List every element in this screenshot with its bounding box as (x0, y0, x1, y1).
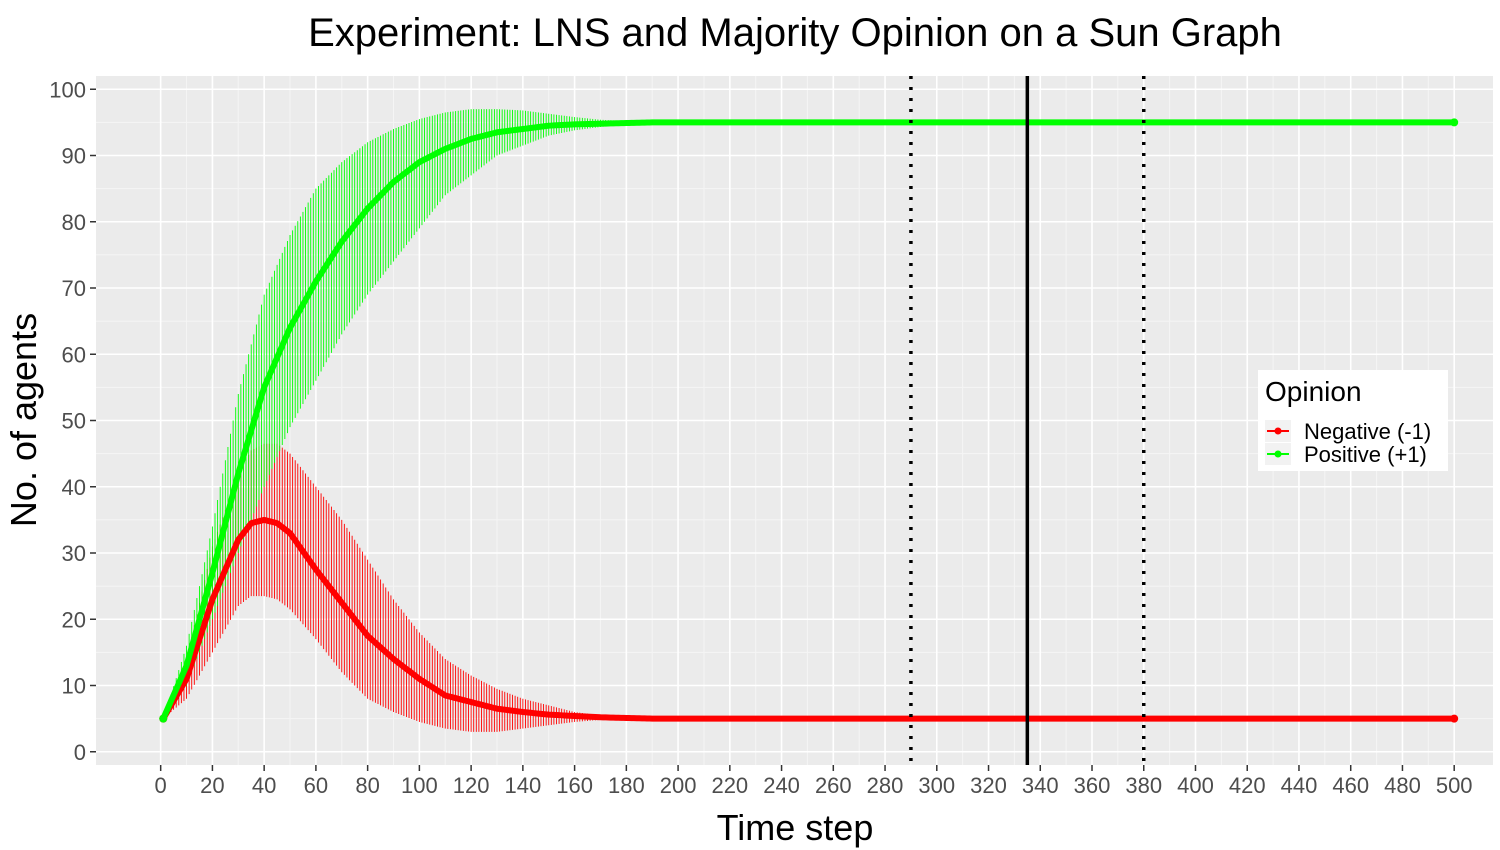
x-tick-label: 240 (763, 773, 800, 798)
x-axis: 0 20 40 60 80 100 120 140 160 180 200 220 240 260 280 3… (155, 765, 1473, 798)
x-tick-label: 200 (660, 773, 697, 798)
x-tick-label: 320 (970, 773, 1007, 798)
x-tick-label: 380 (1125, 773, 1162, 798)
y-tick-label: 80 (62, 210, 86, 235)
y-axis-title: No. of agents (3, 313, 44, 527)
x-tick-label: 40 (252, 773, 276, 798)
legend-key-point (1274, 427, 1282, 435)
x-tick-label: 340 (1022, 773, 1059, 798)
legend-entries: Negative (-1)Positive (+1) (1265, 419, 1431, 467)
x-axis-title: Time step (717, 807, 874, 848)
legend-label: Negative (-1) (1304, 419, 1431, 444)
y-tick-label: 70 (62, 276, 86, 301)
x-tick-label: 360 (1074, 773, 1111, 798)
x-tick-label: 80 (355, 773, 379, 798)
legend: Opinion Negative (-1)Positive (+1) (1258, 370, 1448, 471)
series-point (159, 714, 168, 723)
x-tick-label: 140 (505, 773, 542, 798)
x-tick-label: 0 (155, 773, 167, 798)
y-tick-label: 60 (62, 342, 86, 367)
y-axis: 0 10 20 30 40 50 60 70 80 90 100 (49, 77, 96, 765)
x-tick-label: 120 (453, 773, 490, 798)
y-tick-label: 100 (49, 77, 86, 102)
series-line (160, 119, 1458, 722)
reference-lines (909, 76, 1146, 765)
x-tick-label: 100 (401, 773, 438, 798)
x-tick-label: 260 (815, 773, 852, 798)
x-tick-label: 220 (711, 773, 748, 798)
y-tick-label: 40 (62, 475, 86, 500)
legend-key-point (1274, 450, 1282, 458)
x-tick-label: 20 (200, 773, 224, 798)
series-point (1450, 118, 1459, 127)
chart-title: Experiment: LNS and Majority Opinion on … (308, 11, 1282, 55)
x-tick-label: 280 (867, 773, 904, 798)
series-point (1450, 714, 1459, 723)
y-tick-label: 20 (62, 607, 86, 632)
x-tick-label: 480 (1384, 773, 1421, 798)
y-tick-label: 30 (62, 541, 86, 566)
y-tick-label: 0 (74, 740, 86, 765)
y-tick-label: 10 (62, 674, 86, 699)
x-tick-label: 460 (1332, 773, 1369, 798)
series-line (160, 516, 1458, 722)
x-tick-label: 420 (1229, 773, 1266, 798)
x-tick-label: 300 (918, 773, 955, 798)
x-tick-label: 60 (304, 773, 328, 798)
legend-title: Opinion (1265, 376, 1362, 407)
x-tick-label: 180 (608, 773, 645, 798)
x-tick-label: 400 (1177, 773, 1214, 798)
series-lines (159, 118, 1459, 723)
x-tick-label: 500 (1436, 773, 1473, 798)
y-tick-label: 50 (62, 409, 86, 434)
y-tick-label: 90 (62, 144, 86, 169)
x-tick-label: 160 (556, 773, 593, 798)
legend-label: Positive (+1) (1304, 442, 1427, 467)
x-tick-label: 440 (1281, 773, 1318, 798)
